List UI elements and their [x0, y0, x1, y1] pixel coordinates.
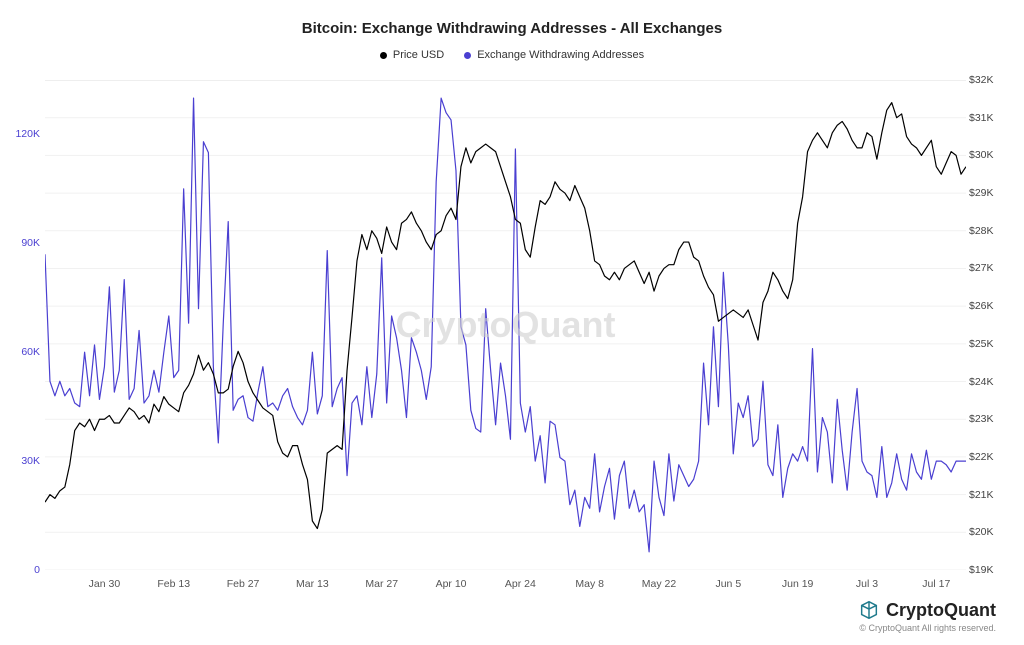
y-left-tick-label: 0 [0, 564, 40, 576]
y-right-tick-label: $24K [969, 376, 1024, 388]
x-tick-label: Mar 27 [365, 578, 398, 590]
copyright: © CryptoQuant All rights reserved. [858, 623, 996, 633]
y-left-tick-label: 60K [0, 346, 40, 358]
plot-area: CryptoQuant [45, 80, 966, 570]
brand-icon [858, 599, 880, 621]
branding: CryptoQuant © CryptoQuant All rights res… [858, 599, 996, 633]
x-tick-label: Mar 13 [296, 578, 329, 590]
x-tick-label: Apr 10 [436, 578, 467, 590]
y-right-tick-label: $31K [969, 112, 1024, 124]
legend: Price USD Exchange Withdrawing Addresses [0, 49, 1024, 61]
legend-label-addresses: Exchange Withdrawing Addresses [477, 49, 644, 61]
brand-logo: CryptoQuant [858, 599, 996, 621]
plot-svg [45, 80, 966, 570]
y-right-tick-label: $23K [969, 413, 1024, 425]
x-tick-label: Jan 30 [89, 578, 121, 590]
x-tick-label: May 8 [575, 578, 604, 590]
y-right-tick-label: $22K [969, 451, 1024, 463]
y-right-tick-label: $25K [969, 338, 1024, 350]
y-left-tick-label: 90K [0, 237, 40, 249]
y-right-tick-label: $28K [969, 225, 1024, 237]
y-right-tick-label: $32K [969, 74, 1024, 86]
x-tick-label: Feb 13 [157, 578, 190, 590]
brand-name: CryptoQuant [886, 600, 996, 621]
x-tick-label: Jul 17 [922, 578, 950, 590]
y-right-tick-label: $20K [969, 526, 1024, 538]
y-left-tick-label: 120K [0, 128, 40, 140]
y-right-tick-label: $21K [969, 489, 1024, 501]
y-left-tick-label: 30K [0, 455, 40, 467]
x-tick-label: Jun 5 [715, 578, 741, 590]
chart-container: Bitcoin: Exchange Withdrawing Addresses … [0, 0, 1024, 645]
y-right-tick-label: $27K [969, 262, 1024, 274]
x-tick-label: Jun 19 [782, 578, 814, 590]
y-right-tick-label: $26K [969, 300, 1024, 312]
legend-marker-addresses [464, 52, 471, 59]
legend-item-addresses: Exchange Withdrawing Addresses [464, 49, 644, 61]
chart-title: Bitcoin: Exchange Withdrawing Addresses … [0, 0, 1024, 37]
y-right-tick-label: $29K [969, 187, 1024, 199]
legend-marker-price [380, 52, 387, 59]
y-right-tick-label: $19K [969, 564, 1024, 576]
y-right-tick-label: $30K [969, 149, 1024, 161]
x-tick-label: May 22 [642, 578, 676, 590]
legend-item-price: Price USD [380, 49, 444, 61]
x-tick-label: Feb 27 [227, 578, 260, 590]
x-tick-label: Apr 24 [505, 578, 536, 590]
x-tick-label: Jul 3 [856, 578, 878, 590]
legend-label-price: Price USD [393, 49, 444, 61]
